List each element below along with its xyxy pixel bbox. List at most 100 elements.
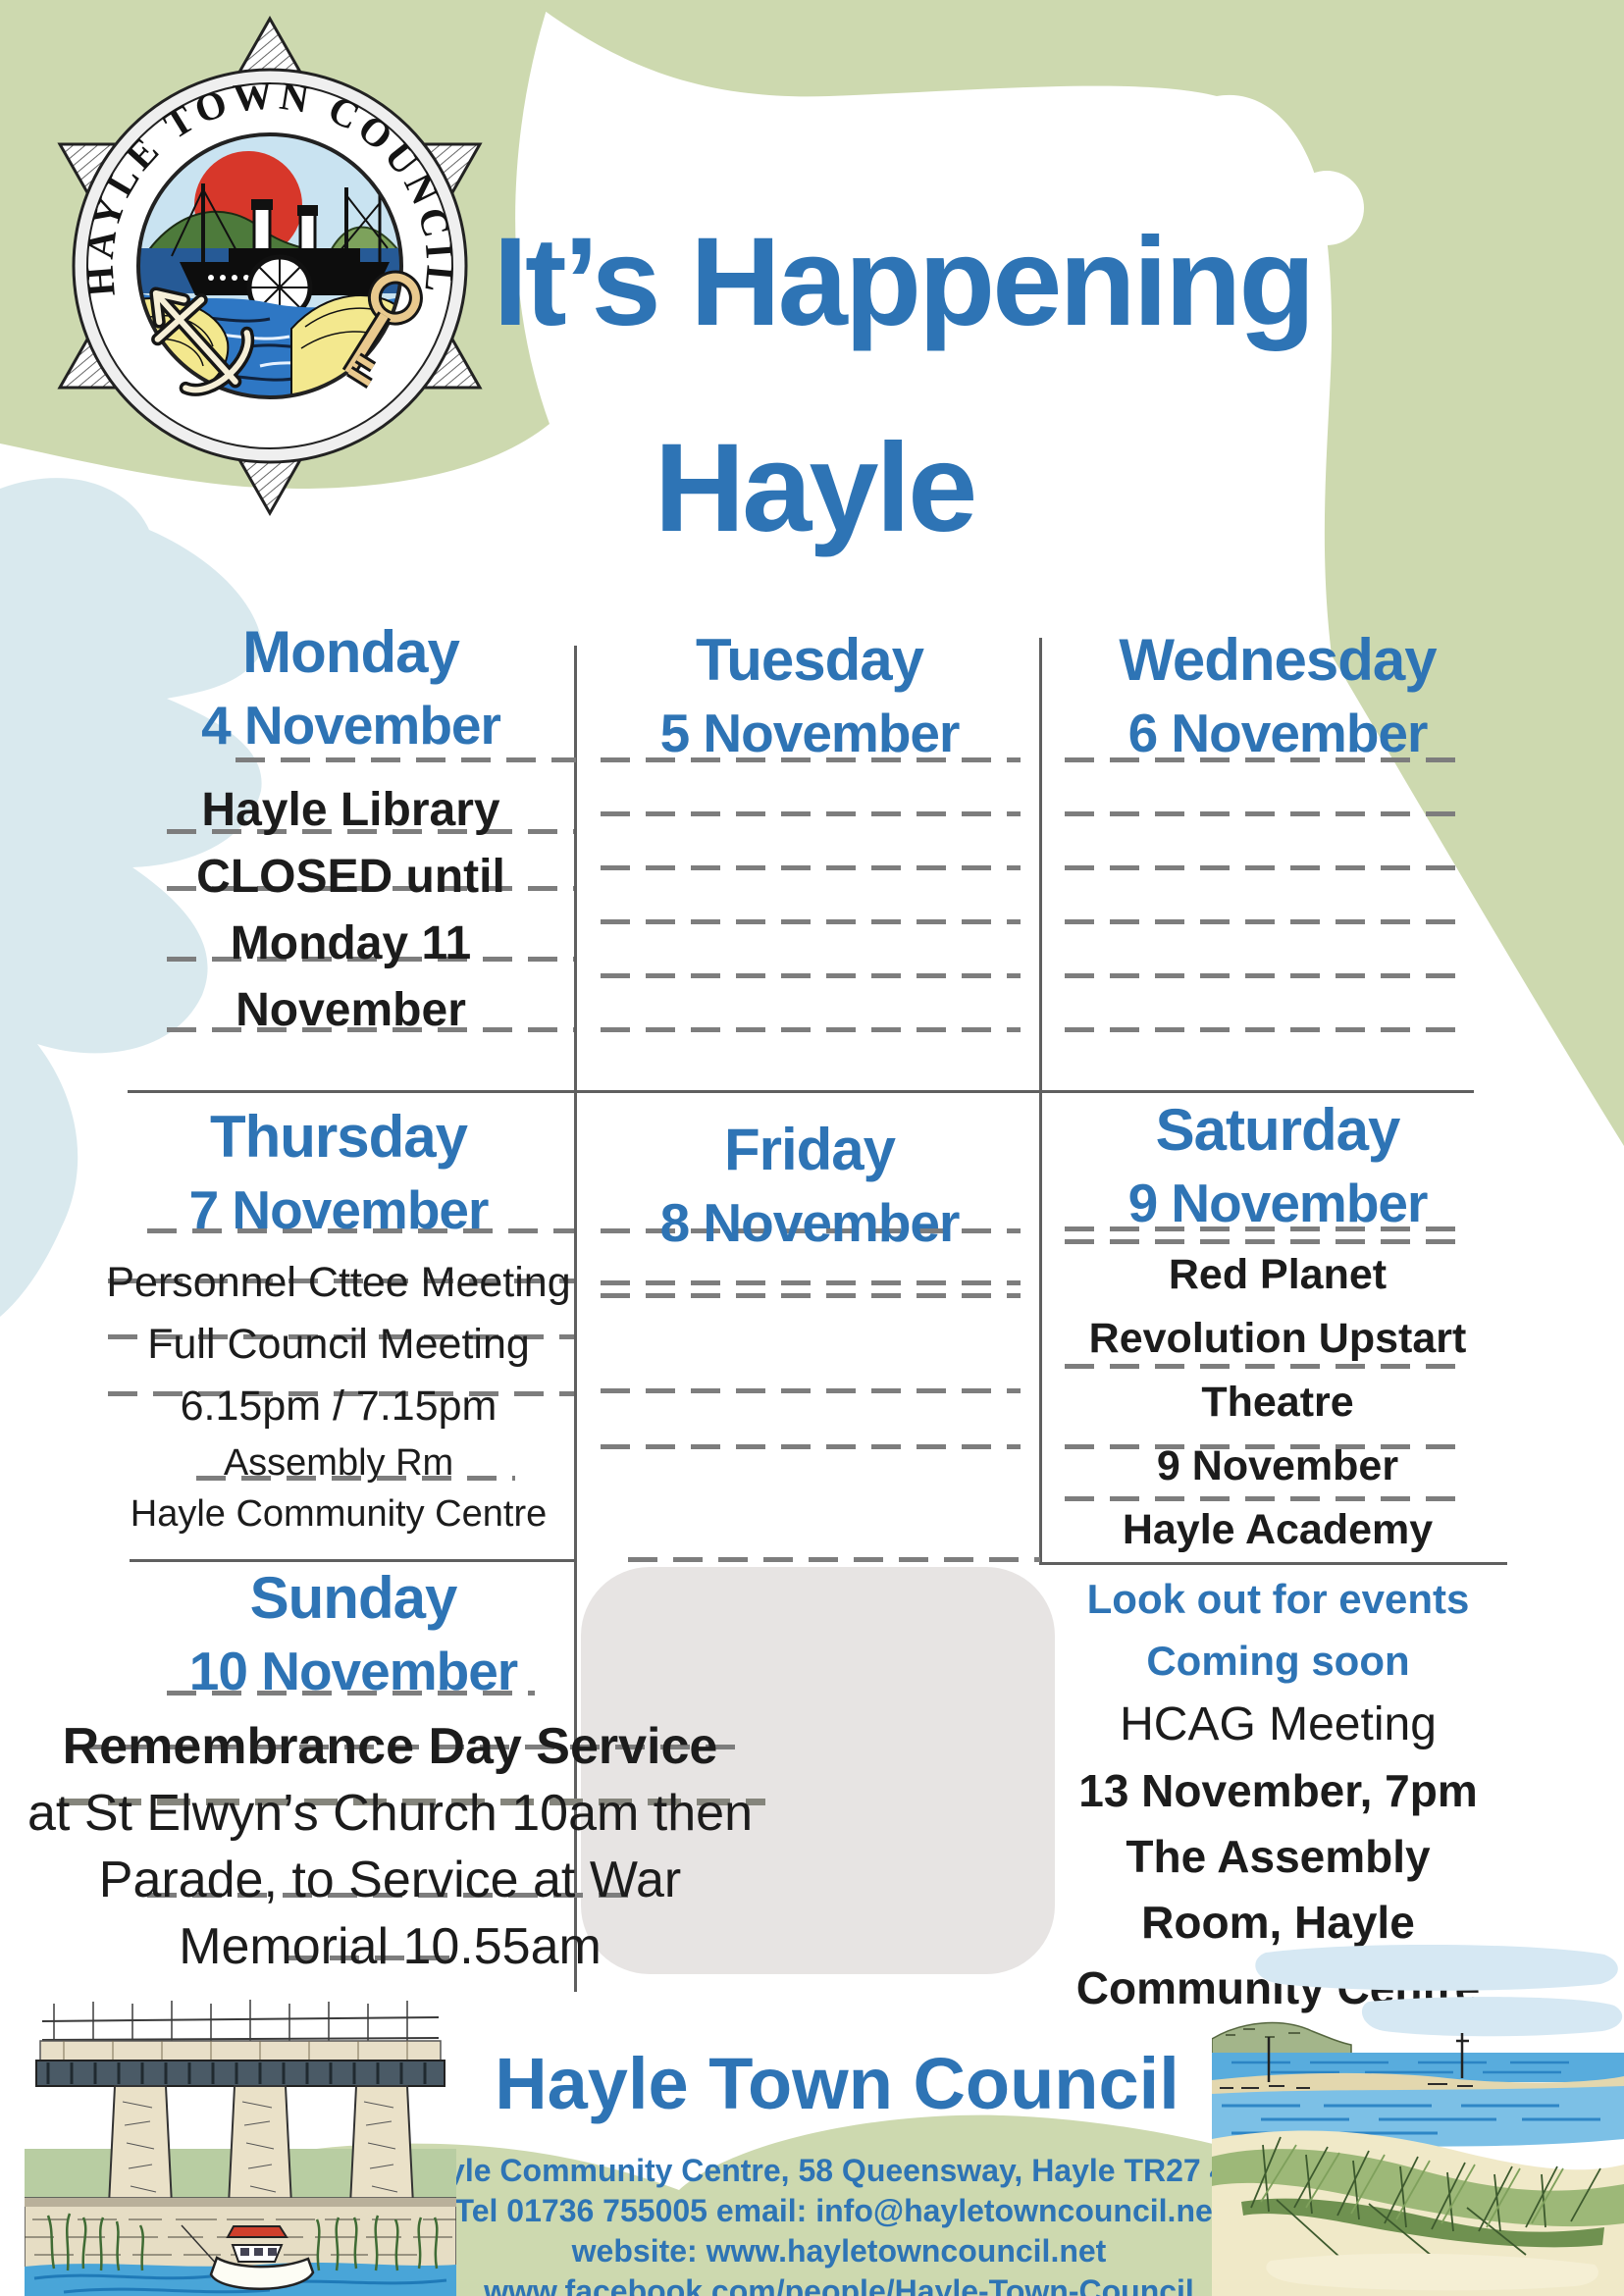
- crest-key: [341, 270, 423, 389]
- footer-website: website: www.hayletowncouncil.net: [571, 2233, 1107, 2269]
- ruled-line: [1065, 757, 1469, 762]
- ruled-line: [601, 1444, 1021, 1449]
- cell-wednesday-date: 6 November: [1127, 703, 1429, 763]
- event-line: Memorial 10.55am: [179, 1918, 602, 1975]
- cell-sunday-events: Remembrance Day Service at St Elwyn’s Ch…: [0, 1713, 780, 1980]
- table-hline-row2-left: [130, 1559, 577, 1562]
- footer-address: Hayle Community Centre, 58 Queensway, Ha…: [407, 2153, 1271, 2188]
- ruled-line: [108, 1334, 574, 1339]
- event-line: 13 November, 7pm: [1078, 1765, 1478, 1816]
- ruled-line: [1065, 1496, 1469, 1501]
- ruled-line: [1065, 1226, 1469, 1231]
- ruled-line: [601, 1228, 1021, 1233]
- cell-sunday-day: Sunday: [249, 1565, 458, 1631]
- town-council-crest: HAYLE TOWN COUNCIL: [57, 15, 483, 517]
- cell-thursday-day: Thursday: [209, 1104, 468, 1170]
- footer-facebook: www.facebook.com/people/Hayle-Town-Counc…: [484, 2273, 1194, 2296]
- ruled-line: [1065, 973, 1469, 978]
- event-line: The Assembly: [1126, 1831, 1431, 1882]
- cell-monday-date: 4 November: [201, 695, 501, 756]
- cell-friday-day: Friday: [723, 1117, 896, 1182]
- cell-tuesday-date: 5 November: [659, 703, 961, 763]
- event-line: 6.15pm / 7.15pm: [180, 1383, 498, 1430]
- crest-anchor: [149, 287, 255, 396]
- ruled-line: [1065, 919, 1469, 924]
- event-line: Room, Hayle: [1141, 1897, 1415, 1948]
- table-hline-row2-middle-dashed: [628, 1557, 1040, 1562]
- cell-monday: Monday 4 November Hayle Library CLOSED u…: [128, 616, 574, 1044]
- event-line: Parade, to Service at War: [98, 1852, 682, 1908]
- ruled-line: [1065, 1364, 1469, 1369]
- event-line: Hayle Community Centre: [130, 1493, 548, 1535]
- cell-saturday-day: Saturday: [1155, 1097, 1401, 1163]
- poster-title-line2: Hayle: [654, 418, 978, 558]
- cell-coming-soon: Look out for events Coming soon HCAG Mee…: [1060, 1568, 1496, 2021]
- ruled-line: [167, 886, 574, 891]
- ruled-line: [1065, 1444, 1469, 1449]
- ruled-line: [601, 811, 1021, 816]
- cell-saturday: Saturday 9 November Red Planet Revolutio…: [1062, 1094, 1493, 1562]
- event-line: Hayle Academy: [1122, 1506, 1434, 1553]
- ruled-line: [601, 973, 1021, 978]
- ruled-line: [601, 1280, 1021, 1285]
- ruled-line: [74, 1745, 751, 1749]
- ruled-line: [1065, 865, 1469, 870]
- cell-wednesday: Wednesday 6 November: [1062, 624, 1493, 769]
- cell-friday: Friday 8 November: [594, 1114, 1025, 1259]
- event-line: Hayle Library: [201, 784, 500, 836]
- ruled-line: [167, 1027, 574, 1032]
- ruled-line: [147, 1228, 574, 1233]
- ruled-line: [236, 757, 576, 762]
- event-line: Monday 11: [230, 917, 472, 969]
- ruled-line: [285, 1956, 456, 1960]
- ruled-line: [601, 1293, 1021, 1298]
- event-line: Red Planet: [1168, 1251, 1388, 1298]
- table-hline-row2-right: [1042, 1562, 1507, 1565]
- event-line: Theatre: [1201, 1379, 1354, 1426]
- cell-sunday-header: Sunday 10 November: [0, 1562, 707, 1707]
- cell-thursday-date: 7 November: [188, 1179, 490, 1240]
- coming-soon-heading2: Coming soon: [1146, 1638, 1410, 1684]
- event-line: Remembrance Day Service: [62, 1718, 718, 1775]
- ruled-line: [1065, 1239, 1469, 1244]
- table-vline-left: [574, 646, 577, 1992]
- footer-council-title: Hayle Town Council: [495, 2043, 1179, 2124]
- cell-thursday: Thursday 7 November Personnel Cttee Meet…: [93, 1101, 584, 1539]
- cell-tuesday-day: Tuesday: [696, 627, 924, 693]
- footer-contact-block: Hayle Community Centre, 58 Queensway, Ha…: [348, 2151, 1330, 2296]
- ruled-line: [601, 757, 1021, 762]
- coming-soon-heading1: Look out for events: [1086, 1576, 1470, 1622]
- ruled-line: [147, 1893, 628, 1898]
- event-line: at St Elwyn’s Church 10am then: [27, 1785, 753, 1842]
- cell-saturday-date: 9 November: [1127, 1173, 1429, 1233]
- estuary-illustration: [1212, 1945, 1624, 2296]
- ruled-line: [1065, 811, 1469, 816]
- cell-friday-date: 8 November: [659, 1192, 961, 1253]
- event-line: Personnel Cttee Meeting: [106, 1259, 571, 1306]
- cell-tuesday: Tuesday 5 November: [594, 624, 1025, 769]
- event-line: November: [236, 984, 466, 1036]
- event-line: Assembly Rm: [223, 1442, 454, 1484]
- ruled-line: [601, 1388, 1021, 1393]
- event-line: CLOSED until: [196, 851, 505, 903]
- event-line: 9 November: [1156, 1442, 1399, 1489]
- ruled-line: [601, 919, 1021, 924]
- ruled-line: [601, 1027, 1021, 1032]
- ruled-line: [167, 1691, 535, 1696]
- cell-monday-day: Monday: [242, 619, 460, 685]
- ruled-line: [1065, 1027, 1469, 1032]
- ruled-line: [601, 865, 1021, 870]
- ruled-line: [108, 1278, 574, 1283]
- ruled-line: [108, 1391, 574, 1396]
- event-line: HCAG Meeting: [1120, 1698, 1437, 1750]
- poster-title-line1: It’s Happening: [493, 212, 1315, 352]
- ruled-line: [167, 829, 574, 834]
- ruled-line: [167, 957, 574, 962]
- footer-tel-email: Tel 01736 755005 email: info@hayletownco…: [454, 2193, 1224, 2228]
- ruled-line: [59, 1799, 765, 1805]
- cell-sunday-date: 10 November: [188, 1641, 518, 1701]
- ruled-line: [196, 1476, 515, 1481]
- event-line: Full Council Meeting: [147, 1321, 530, 1368]
- table-vline-right: [1039, 638, 1042, 1565]
